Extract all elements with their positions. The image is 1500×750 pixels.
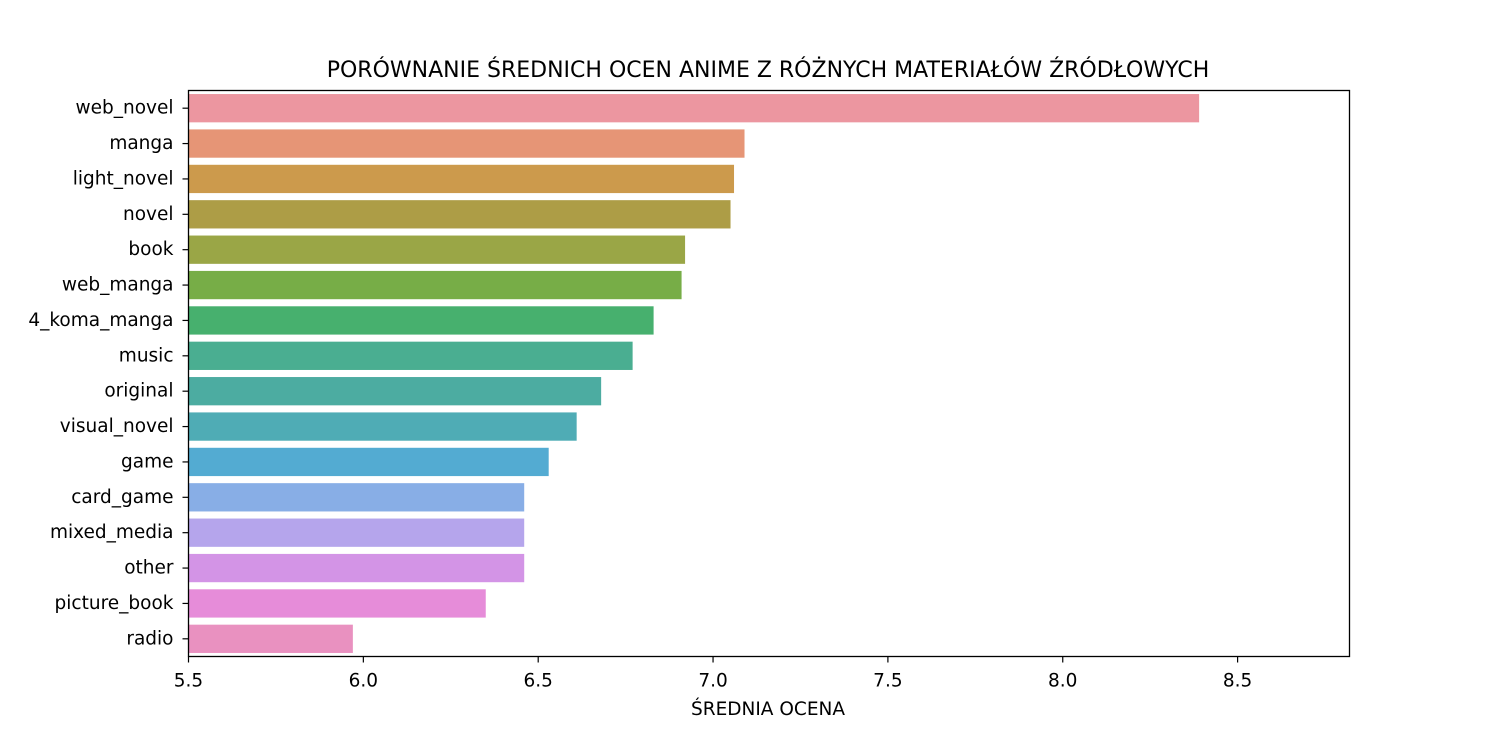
y-tick-label: music — [119, 345, 174, 366]
y-tick-label: book — [128, 239, 173, 260]
x-ticks: 5.5 6.0 6.5 7.0 7.5 8.0 8.5 — [174, 656, 1252, 692]
bar-4_koma_manga — [188, 306, 654, 335]
x-axis-title: ŚREDNIA OCENA — [691, 698, 845, 720]
x-tick-label: 8.5 — [1223, 671, 1252, 692]
bar-radio — [188, 624, 353, 653]
bar-web_manga — [188, 270, 682, 300]
chart-title: PORÓWNANIE ŚREDNICH OCEN ANIME Z RÓŻNYCH… — [327, 57, 1210, 83]
y-tick-label: 4_koma_manga — [28, 310, 173, 331]
x-tick-label: 5.5 — [174, 671, 203, 692]
bar-light_novel — [188, 164, 735, 194]
bars-group — [188, 94, 1200, 653]
x-tick-label: 6.0 — [349, 671, 378, 692]
y-tick-label: radio — [126, 628, 173, 649]
y-tick-label: manga — [109, 133, 173, 154]
bar-web_novel — [188, 94, 1200, 123]
bar-other — [188, 553, 525, 583]
bar-music — [188, 341, 633, 370]
bar-book — [188, 235, 686, 264]
y-tick-label: light_novel — [73, 168, 174, 189]
bar-visual_novel — [188, 412, 577, 441]
x-tick-label: 7.0 — [698, 671, 727, 692]
x-tick-label: 6.5 — [523, 671, 552, 692]
y-tick-label: mixed_media — [50, 522, 174, 543]
y-tick-label: visual_novel — [60, 416, 174, 437]
bar-mixed_media — [188, 518, 525, 547]
bar-original — [188, 377, 602, 406]
bar-manga — [188, 129, 745, 158]
plot-frame — [187, 89, 1351, 658]
y-tick-label: card_game — [71, 487, 173, 508]
y-tick-label: novel — [123, 204, 174, 225]
y-tick-label: web_novel — [75, 98, 173, 119]
bar-novel — [188, 200, 731, 229]
y-tick-label: picture_book — [55, 593, 174, 614]
y-tick-label: game — [121, 451, 173, 472]
y-tick-label: other — [124, 558, 174, 579]
y-tick-label: web_manga — [62, 275, 174, 296]
bar-picture_book — [188, 589, 486, 618]
bar-game — [188, 447, 549, 477]
y-tick-label: original — [104, 381, 173, 402]
bar-card_game — [188, 483, 525, 512]
x-tick-label: 7.5 — [873, 671, 902, 692]
x-tick-label: 8.0 — [1048, 671, 1077, 692]
